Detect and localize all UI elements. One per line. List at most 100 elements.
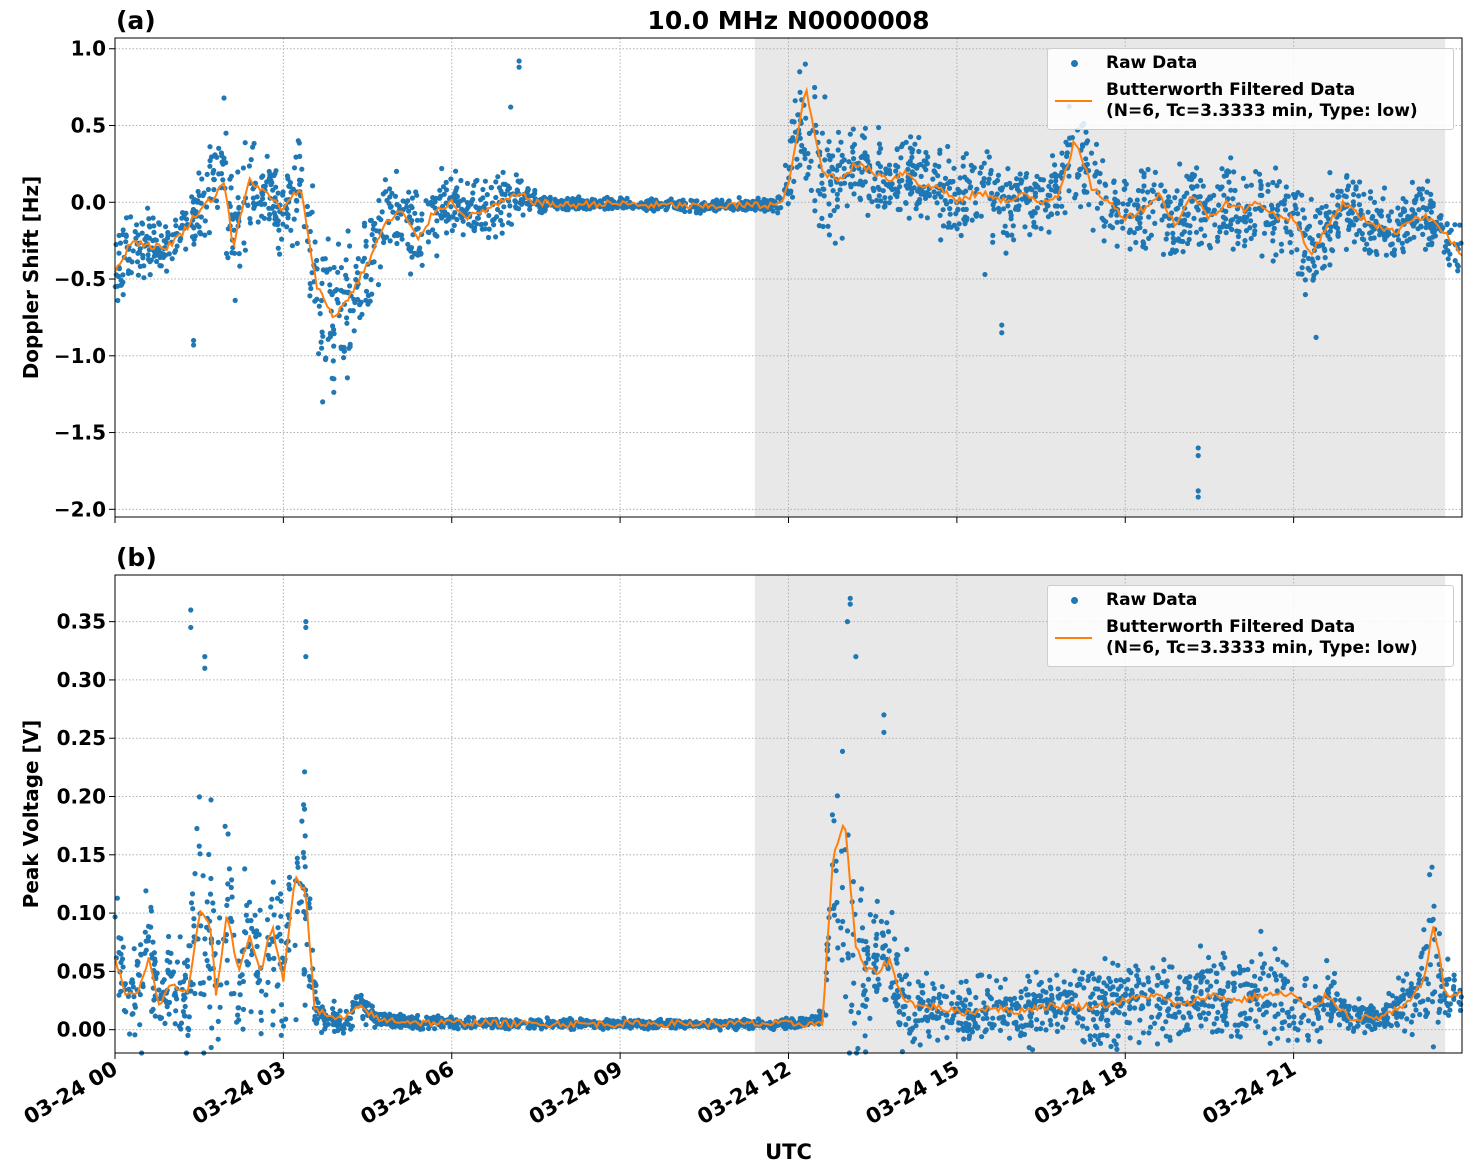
raw-data-point bbox=[1283, 193, 1289, 199]
raw-data-point bbox=[834, 196, 841, 203]
raw-data-point bbox=[254, 969, 260, 975]
raw-data-point bbox=[558, 197, 565, 204]
raw-data-point bbox=[552, 196, 558, 202]
raw-data-point bbox=[1376, 210, 1382, 216]
raw-data-point bbox=[943, 201, 950, 207]
raw-data-point bbox=[258, 1009, 264, 1016]
raw-data-point bbox=[944, 1012, 950, 1018]
raw-data-point bbox=[1102, 956, 1108, 962]
raw-data-point bbox=[1353, 217, 1359, 223]
raw-data-point bbox=[1247, 225, 1253, 231]
raw-data-point bbox=[859, 169, 865, 175]
raw-data-point bbox=[1150, 989, 1156, 995]
raw-data-point bbox=[788, 189, 794, 196]
raw-data-point bbox=[196, 192, 202, 199]
raw-data-point bbox=[939, 984, 945, 990]
raw-data-point bbox=[897, 184, 903, 190]
raw-data-point bbox=[1114, 219, 1120, 225]
raw-data-point bbox=[604, 1016, 610, 1023]
raw-data-point bbox=[114, 895, 120, 901]
raw-data-point bbox=[182, 972, 188, 978]
raw-data-point bbox=[876, 193, 882, 199]
raw-data-point bbox=[215, 939, 221, 946]
raw-data-point bbox=[1019, 1024, 1025, 1030]
raw-data-point bbox=[841, 165, 847, 172]
raw-data-point bbox=[1185, 211, 1191, 217]
raw-data-point bbox=[145, 252, 151, 258]
raw-data-point bbox=[1036, 982, 1042, 988]
raw-data-point bbox=[1175, 985, 1181, 992]
raw-data-point bbox=[876, 150, 882, 156]
raw-data-point bbox=[370, 226, 376, 232]
raw-data-point bbox=[243, 912, 249, 918]
raw-data-point bbox=[953, 211, 959, 217]
raw-data-point bbox=[1228, 155, 1234, 161]
raw-data-point bbox=[1405, 214, 1411, 220]
raw-data-point bbox=[134, 222, 140, 228]
raw-data-point bbox=[405, 241, 411, 247]
raw-data-point bbox=[307, 281, 313, 287]
raw-data-point bbox=[287, 184, 293, 190]
raw-data-point bbox=[852, 181, 858, 187]
raw-data-point bbox=[913, 1023, 919, 1029]
raw-data-point bbox=[895, 189, 901, 196]
y-tick-label: 0.25 bbox=[57, 726, 106, 750]
raw-data-point bbox=[1327, 262, 1333, 268]
raw-data-point bbox=[1184, 1022, 1190, 1028]
raw-data-point bbox=[865, 976, 872, 982]
raw-data-point bbox=[887, 195, 894, 201]
raw-data-point bbox=[944, 1035, 950, 1041]
raw-data-point bbox=[1170, 235, 1176, 241]
raw-data-point bbox=[319, 1004, 325, 1010]
raw-data-point bbox=[1248, 1007, 1254, 1013]
raw-data-point bbox=[801, 147, 808, 153]
raw-data-point bbox=[1444, 981, 1450, 987]
raw-data-point bbox=[1403, 199, 1409, 205]
raw-data-point bbox=[1260, 1003, 1266, 1009]
y-tick-label: −1.5 bbox=[54, 421, 106, 445]
raw-data-point bbox=[1010, 223, 1016, 229]
raw-data-point bbox=[1213, 979, 1220, 985]
raw-data-point bbox=[406, 189, 412, 195]
raw-data-point bbox=[152, 956, 158, 962]
raw-data-point bbox=[394, 230, 400, 237]
raw-data-point bbox=[643, 207, 650, 213]
raw-data-point bbox=[996, 1015, 1002, 1021]
raw-data-point bbox=[166, 933, 172, 940]
raw-data-point bbox=[1274, 206, 1280, 212]
raw-data-point bbox=[118, 936, 124, 942]
raw-data-point bbox=[199, 176, 205, 182]
raw-data-point bbox=[297, 181, 303, 187]
raw-data-point bbox=[264, 153, 270, 159]
raw-data-point bbox=[1394, 218, 1400, 224]
raw-data-point bbox=[1366, 1023, 1372, 1029]
raw-data-point bbox=[1165, 203, 1171, 209]
raw-data-point bbox=[944, 181, 951, 187]
raw-data-point bbox=[395, 215, 401, 221]
raw-data-point bbox=[219, 153, 225, 159]
raw-data-point bbox=[341, 1025, 347, 1031]
raw-data-point bbox=[1431, 903, 1437, 909]
raw-data-point bbox=[940, 1024, 946, 1030]
raw-data-point bbox=[1011, 237, 1017, 243]
raw-data-point bbox=[985, 991, 991, 997]
raw-data-point bbox=[205, 186, 211, 193]
raw-data-point bbox=[1341, 193, 1347, 199]
raw-data-point bbox=[851, 191, 857, 197]
raw-data-point bbox=[760, 1024, 767, 1030]
raw-data-point bbox=[1023, 986, 1029, 992]
raw-data-point bbox=[1331, 970, 1338, 977]
raw-data-point bbox=[1186, 985, 1192, 991]
raw-data-point bbox=[1273, 165, 1279, 171]
raw-data-point bbox=[1235, 233, 1241, 240]
raw-data-point bbox=[1099, 1010, 1105, 1016]
raw-data-point bbox=[340, 289, 346, 295]
raw-data-point bbox=[347, 344, 353, 350]
raw-data-point bbox=[711, 200, 717, 206]
raw-data-point bbox=[1258, 185, 1264, 191]
raw-data-point bbox=[1048, 1022, 1054, 1028]
raw-data-point bbox=[838, 139, 844, 145]
raw-data-point bbox=[1286, 1014, 1292, 1020]
raw-data-point bbox=[375, 282, 382, 288]
raw-data-point bbox=[923, 149, 929, 156]
